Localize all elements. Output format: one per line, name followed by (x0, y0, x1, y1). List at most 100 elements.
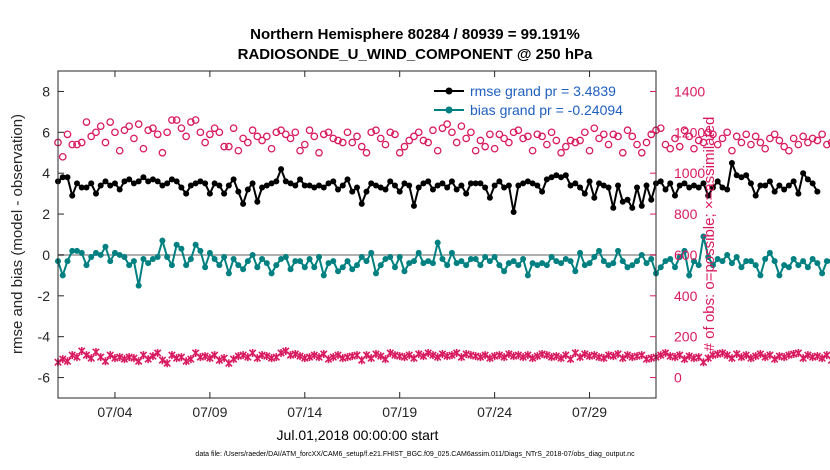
data-point (410, 202, 417, 209)
possible-marker (201, 138, 209, 147)
assimilated-marker (87, 354, 95, 363)
assimilated-marker (334, 351, 342, 360)
data-point (800, 170, 807, 177)
data-point (130, 180, 137, 187)
possible-marker (671, 134, 679, 143)
data-point (539, 260, 546, 267)
data-point (221, 253, 228, 260)
data-point (230, 176, 237, 183)
assimilated-marker (433, 353, 442, 362)
data-point (121, 253, 128, 260)
data-point (140, 256, 147, 263)
data-point (643, 260, 650, 267)
assimilated-marker (291, 350, 300, 359)
possible-marker (353, 132, 361, 141)
data-point (600, 258, 607, 265)
data-point (425, 258, 432, 265)
possible-marker (500, 134, 508, 143)
data-point (211, 256, 218, 263)
data-point (534, 182, 541, 189)
data-point (809, 180, 816, 187)
assimilated-marker (58, 355, 67, 364)
data-point (482, 184, 489, 191)
data-point (781, 186, 788, 193)
data-point (154, 178, 161, 185)
assimilated-marker (324, 355, 333, 364)
data-point (206, 190, 213, 197)
y-tick-label-right: 800 (674, 206, 698, 222)
assimilated-marker (528, 354, 537, 363)
y-tick-label-left: -4 (38, 329, 51, 345)
plot-frame (57, 70, 657, 399)
data-point (709, 262, 716, 269)
possible-marker (419, 136, 428, 145)
data-point (615, 247, 622, 254)
possible-marker (538, 132, 546, 141)
possible-marker (68, 140, 77, 149)
data-point (410, 258, 417, 265)
assimilated-marker (82, 351, 91, 360)
data-point (126, 176, 133, 183)
possible-marker (376, 134, 385, 143)
data-point (800, 258, 807, 265)
data-point (515, 182, 522, 189)
data-point (790, 178, 797, 185)
possible-marker (343, 128, 352, 137)
data-point (292, 258, 299, 265)
data-point (354, 262, 360, 269)
data-point (197, 247, 204, 254)
data-point (705, 253, 712, 260)
data-point (335, 186, 342, 193)
data-point (88, 180, 95, 187)
possible-marker (618, 148, 627, 157)
data-point (69, 192, 76, 199)
data-point (823, 258, 830, 265)
possible-marker (799, 132, 807, 141)
data-point (368, 249, 375, 256)
assimilated-marker (424, 349, 432, 358)
legend-entry-rmse: rmse grand pr = 3.4839 (434, 83, 616, 99)
data-point (88, 253, 95, 260)
possible-marker (182, 132, 190, 141)
assimilated-marker (500, 353, 508, 362)
data-point (396, 188, 403, 195)
data-point (600, 182, 607, 189)
possible-marker (58, 152, 67, 161)
possible-marker (220, 142, 228, 151)
data-point (320, 184, 327, 191)
assimilated-marker (372, 350, 380, 359)
assimilated-marker (476, 353, 485, 362)
assimilated-marker (163, 359, 171, 368)
possible-marker (452, 138, 461, 147)
data-point (382, 256, 389, 263)
data-point (681, 180, 688, 187)
possible-marker (742, 130, 751, 139)
possible-marker (267, 144, 276, 153)
data-point (520, 180, 527, 187)
data-point (804, 264, 811, 271)
possible-marker (139, 144, 148, 153)
data-point (102, 243, 109, 250)
data-point (434, 239, 441, 246)
data-point (766, 249, 773, 256)
data-point (372, 270, 379, 277)
possible-marker (125, 122, 134, 131)
data-point (501, 184, 508, 191)
data-point (553, 172, 560, 179)
data-point (705, 192, 712, 199)
data-point (83, 262, 90, 269)
data-point (97, 251, 104, 258)
y-tick-label-right: 1200 (674, 124, 705, 140)
possible-marker (111, 128, 119, 137)
data-point (676, 253, 683, 260)
possible-marker (656, 124, 665, 133)
data-point (429, 260, 436, 267)
data-point (467, 256, 474, 263)
possible-marker (571, 138, 580, 147)
possible-marker (509, 128, 518, 137)
data-point (458, 258, 465, 265)
possible-marker (552, 136, 561, 145)
assimilated-marker (448, 351, 456, 360)
data-point (69, 247, 76, 254)
